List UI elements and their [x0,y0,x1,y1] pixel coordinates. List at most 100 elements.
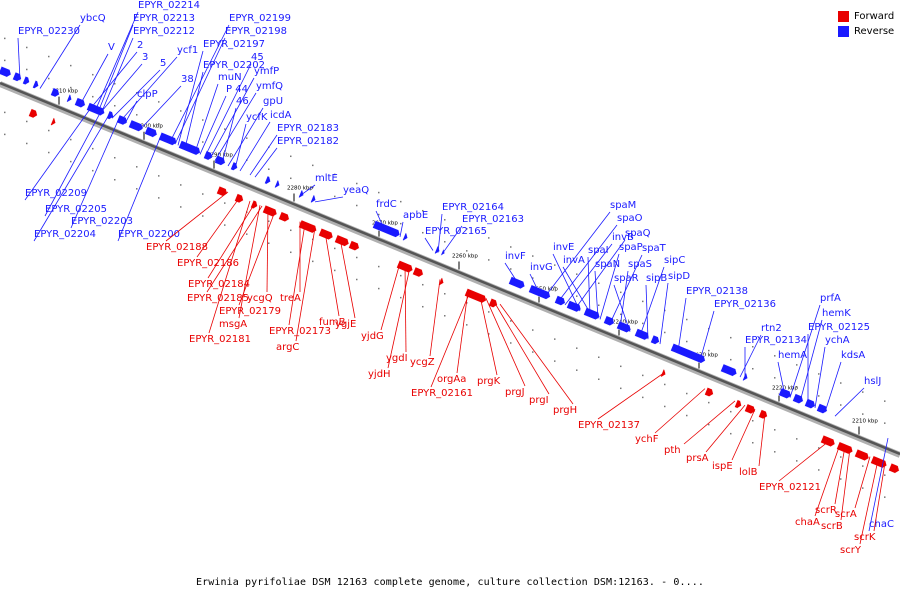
forward-swatch [838,11,849,22]
guide-dot [312,186,314,189]
forward-gene-leader [206,205,263,293]
reverse-gene-label: ychA [825,335,850,346]
reverse-gene-block [310,194,316,203]
reverse-gene-block [158,131,177,146]
reverse-gene-leader [39,24,81,89]
guide-dot [378,213,380,216]
forward-gene-block [888,462,900,474]
reverse-gene-leader [789,304,821,398]
reverse-gene-label: sipC [664,255,685,266]
reverse-gene-label: EPYR_02203 [71,216,133,227]
guide-dot [92,147,94,150]
reverse-gene-block [12,71,22,82]
guide-dot [620,387,622,390]
reverse-gene-leader [544,211,611,297]
reverse-gene-label: ycf1 [177,45,198,56]
reverse-gene-leader [119,56,178,122]
forward-gene-label: prgJ [505,387,525,398]
guide-dot [334,247,336,250]
reverse-gene-leader [824,361,842,413]
forward-gene-label: EPYR_02185 [187,293,249,304]
forward-gene-label: EPYR_02186 [177,258,239,269]
reverse-gene-block [616,320,632,333]
reverse-gene-block [298,189,304,198]
guide-dot [752,419,754,422]
forward-gene-label: EPYR_02179 [219,306,281,317]
reverse-gene-label: EPYR_02197 [203,39,265,50]
reverse-gene-label: EPYR_02125 [808,322,870,333]
reverse-gene-label: invE [553,242,574,253]
reverse-gene-label: EPYR_02212 [133,26,195,37]
guide-dot [620,291,622,294]
forward-gene-leader [380,262,401,331]
reverse-label: Reverse [854,26,895,37]
reverse-gene-label: hemA [778,350,807,361]
guide-dot [466,324,468,326]
reverse-gene-block [603,315,615,326]
guide-dot [422,231,424,234]
reverse-gene-block [128,119,144,132]
reverse-gene-label: yeaQ [343,185,369,196]
reverse-gene-leader [529,273,541,295]
backbone-line [0,81,900,456]
forward-gene-block [50,117,56,126]
forward-gene-label: msgA [219,319,247,330]
reverse-gene-block [178,140,201,156]
reverse-gene-leader [209,77,255,159]
reverse-gene-label: chaC [869,519,894,530]
reverse-gene-leader [739,334,762,378]
reverse-gene-leader [139,85,182,130]
reverse-gene-label: apbE [403,210,428,221]
reverse-swatch [838,26,849,37]
guide-dot [48,129,50,132]
guide-dot [356,204,358,207]
reverse-gene-label: sipB [646,273,667,284]
reverse-gene-label: 46 [236,96,249,107]
guide-dot [114,178,116,181]
guide-dot [840,382,842,384]
guide-dot [730,336,732,339]
forward-gene-block [854,448,870,461]
reverse-gene-leader [557,224,618,303]
guide-dot [422,283,424,286]
forward-gene-leader [859,459,879,545]
reverse-gene-label: EPYR_02213 [133,13,195,24]
guide-dot [532,351,534,353]
reverse-gene-leader [659,282,669,345]
reverse-gene-leader [799,319,823,402]
guide-dot [48,151,50,154]
reverse-gene-block [650,334,660,345]
guide-dot [774,429,776,431]
guide-dot [70,160,72,163]
guide-dot [818,373,820,375]
forward-gene-label: prgH [553,405,577,416]
forward-gene-label: ycgZ [410,357,435,368]
reverse-gene-label: 38 [181,74,194,85]
guide-dot [246,137,248,139]
guide-dot [312,164,314,167]
reverse-gene-label: EPYR_02204 [34,229,96,240]
reverse-gene-leader [117,137,161,242]
guide-dot [642,396,644,399]
guide-dot [488,259,490,261]
guide-dot [290,229,292,232]
forward-gene-block [348,240,360,251]
tick-label: 2260 kbp [452,254,478,260]
guide-dot [224,224,226,226]
guide-dot [862,391,864,393]
guide-dot [4,133,6,136]
reverse-gene-label: ybcQ [80,13,106,24]
tick-label: 2290 kbp [207,153,233,159]
tick-label: 2300 kbp [137,124,163,130]
guide-dot [70,86,72,89]
reverse-gene-label: spaR [614,273,639,284]
forward-gene-leader [165,191,229,242]
guide-dot [730,432,732,435]
forward-gene-label: lolB [739,467,758,478]
guide-dot [158,123,160,125]
guide-dot [180,132,182,134]
guide-dot [158,101,160,103]
reverse-gene-label: EPYR_02205 [45,204,107,215]
guide-dot [158,175,160,177]
forward-gene-leader [814,444,841,517]
